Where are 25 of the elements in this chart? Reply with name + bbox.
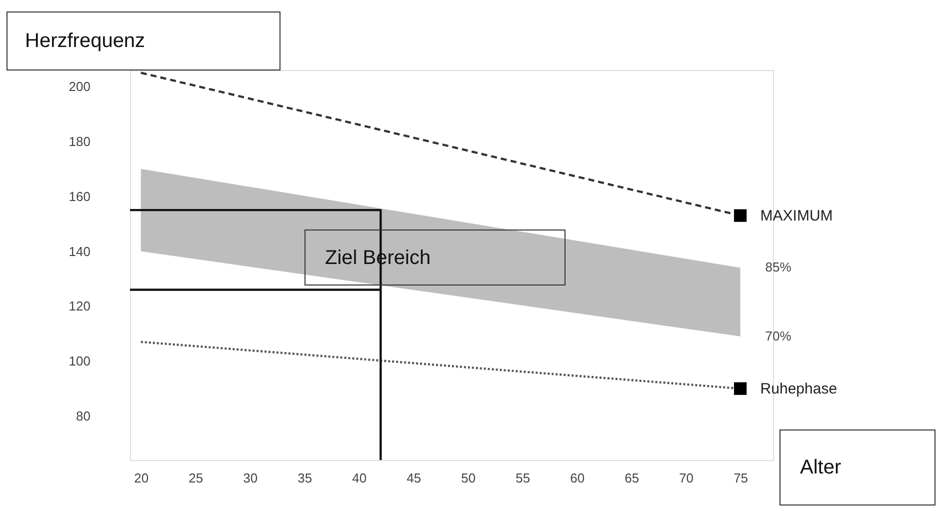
annotation: 85%: [765, 260, 792, 275]
y-tick-label: 80: [76, 408, 90, 424]
x-tick-label: 20: [134, 470, 149, 486]
annotation: 70%: [765, 328, 792, 344]
series-label: Ruhephase: [760, 380, 838, 398]
y-tick-label: 200: [68, 78, 90, 94]
y-tick-label: 160: [68, 188, 90, 204]
y-tick-label: 120: [68, 298, 90, 314]
x-tick-label: 50: [461, 470, 476, 486]
y-tick-label: 140: [68, 244, 90, 259]
x-tick-label: 75: [734, 470, 748, 486]
x-axis-title: Alter: [800, 456, 842, 478]
x-tick-label: 55: [516, 470, 530, 486]
x-tick-label: 45: [406, 470, 422, 486]
series-label: MAXIMUM: [760, 208, 833, 225]
x-tick-label: 65: [624, 470, 640, 486]
x-tick-label: 25: [188, 470, 204, 486]
y-axis-title: Herzfrequenz: [25, 30, 146, 52]
x-tick-label: 30: [243, 470, 258, 486]
x-tick-label: 40: [352, 470, 367, 486]
x-tick-label: 70: [679, 470, 694, 486]
y-tick-label: 100: [68, 354, 90, 369]
x-tick-label: 35: [298, 470, 312, 486]
y-tick-label: 180: [68, 134, 90, 149]
x-tick-label: 60: [570, 470, 585, 486]
